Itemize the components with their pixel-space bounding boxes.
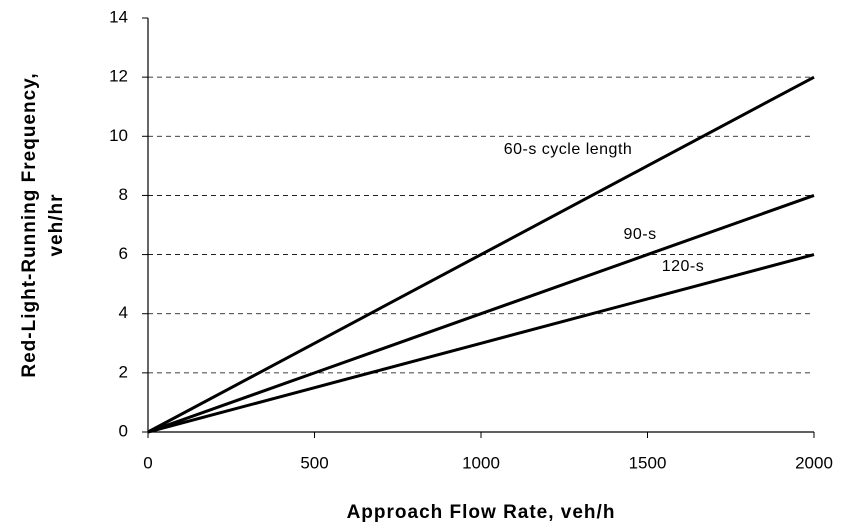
x-tick-label: 1500 xyxy=(629,453,667,472)
x-tick-label: 2000 xyxy=(795,453,833,472)
y-tick-label: 0 xyxy=(119,421,128,440)
y-tick-label: 6 xyxy=(119,244,128,263)
x-tick-label: 500 xyxy=(300,453,328,472)
x-axis-title: Approach Flow Rate, veh/h xyxy=(347,502,616,523)
x-tick-label: 0 xyxy=(143,453,152,472)
y-tick-label: 14 xyxy=(109,7,128,26)
series-label: 60-s cycle length xyxy=(504,141,633,158)
y-tick-label: 8 xyxy=(119,185,128,204)
y-axis-title: Red-Light-Running Frequency, xyxy=(19,72,40,377)
series-label: 120-s xyxy=(662,258,705,275)
series-line xyxy=(147,75,815,434)
y-tick-label: 2 xyxy=(119,362,128,381)
y-axis-title: veh/hr xyxy=(46,193,67,256)
y-tick-label: 12 xyxy=(109,67,128,86)
series-line xyxy=(147,194,815,434)
x-tick-label: 1000 xyxy=(462,453,500,472)
y-tick-label: 4 xyxy=(119,303,128,322)
series-line xyxy=(147,253,815,434)
series-label: 90-s xyxy=(623,226,656,243)
y-tick-label: 10 xyxy=(109,126,128,145)
